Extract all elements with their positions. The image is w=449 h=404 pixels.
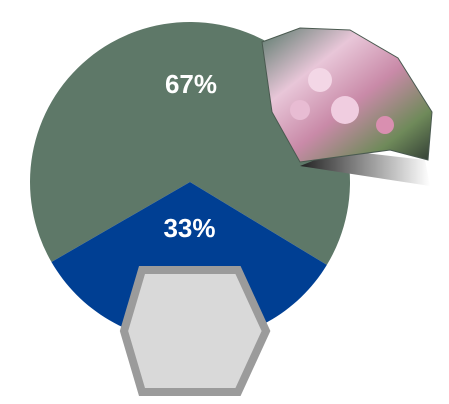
flower <box>376 116 394 134</box>
data-label: 33% <box>163 213 215 243</box>
flower <box>290 100 310 120</box>
flower <box>331 96 359 124</box>
flower <box>308 68 332 92</box>
pie-slice <box>51 182 327 342</box>
gem-shadow <box>300 150 430 186</box>
data-label: 67% <box>165 69 217 99</box>
gem-decoration <box>261 27 433 186</box>
hexagon <box>119 266 271 396</box>
